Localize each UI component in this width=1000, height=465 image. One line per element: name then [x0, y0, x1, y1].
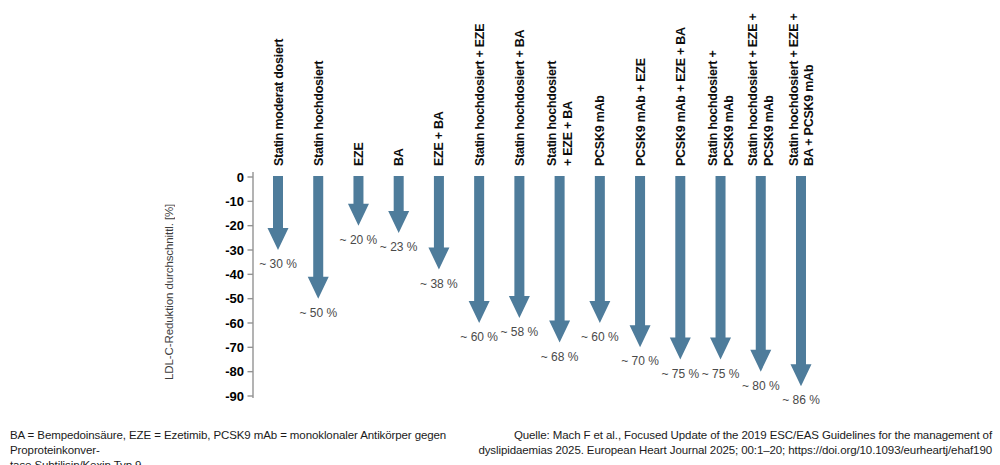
therapy-arrow — [388, 176, 409, 233]
category-label: Statin hochdosiert + BA — [513, 29, 527, 166]
y-tick-label: -80 — [225, 364, 244, 379]
value-label: ~ 60 % — [581, 330, 619, 344]
value-label: ~ 68 % — [541, 350, 579, 364]
category-label: EZE — [352, 142, 366, 166]
category-label: BA — [392, 148, 406, 166]
therapy-arrow — [428, 176, 449, 270]
therapy-arrow — [710, 176, 731, 360]
y-axis-title: LDL-C-Reduktion durchschnittl. [%] — [161, 186, 177, 398]
y-tick-label: -40 — [225, 267, 244, 282]
source-citation: Quelle: Mach F et al., Focused Update of… — [432, 428, 992, 458]
category-label: Statin hochdosiert — [312, 60, 326, 166]
y-tick-label: -10 — [225, 194, 244, 209]
y-tick-label: -70 — [225, 340, 244, 355]
y-tick-label: -90 — [225, 389, 244, 404]
category-label: PCSK9 mAb + EZE — [634, 58, 648, 166]
therapy-arrow — [790, 176, 811, 386]
therapy-arrow — [268, 176, 289, 250]
therapy-arrow — [589, 176, 610, 323]
category-label: Statin moderat dosiert — [272, 38, 286, 166]
value-label: ~ 80 % — [742, 379, 780, 393]
y-tick-label: -60 — [225, 316, 244, 331]
category-label: PCSK9 mAb + EZE + BA — [674, 27, 688, 166]
category-label: Statin hochdosiert +PCSK9 mAb — [706, 50, 736, 166]
value-label: ~ 60 % — [460, 330, 498, 344]
therapy-arrow — [308, 176, 329, 299]
therapy-arrow — [469, 176, 490, 323]
therapy-arrow — [750, 176, 771, 372]
value-label: ~ 38 % — [420, 277, 458, 291]
therapy-arrow — [630, 176, 651, 347]
value-label: ~ 20 % — [340, 233, 378, 247]
value-label: ~ 30 % — [259, 257, 297, 271]
category-label: PCSK9 mAb — [593, 95, 607, 166]
category-label: Statin hochdosiert + EZE +BA + PCSK9 mAb — [787, 13, 817, 166]
y-tick-label: -30 — [225, 243, 244, 258]
category-label: EZE + BA — [432, 111, 446, 166]
category-label: Statin hochdosiert + EZE +PCSK9 mAb — [746, 13, 776, 166]
ldl-reduction-chart: 0 -10 -20 -30 -40 -50 -60 -70 -80 -90 ~ 30 % Statin… — [0, 0, 1000, 465]
therapy-arrow — [348, 176, 369, 226]
value-label: ~ 86 % — [782, 393, 820, 407]
value-label: ~ 23 % — [380, 240, 418, 254]
y-tick-label: -20 — [225, 218, 244, 233]
ldl-reduction-infographic: 0 -10 -20 -30 -40 -50 -60 -70 -80 -90 ~ 30 % Statin… — [0, 0, 1000, 465]
y-tick-label: -50 — [225, 291, 244, 306]
value-label: ~ 58 % — [501, 325, 539, 339]
category-label: Statin hochdosiert+ EZE + BA — [545, 60, 575, 166]
category-label: Statin hochdosiert + EZE — [473, 24, 487, 166]
value-label: ~ 75 % — [661, 367, 699, 381]
value-label: ~ 50 % — [299, 306, 337, 320]
value-label: ~ 70 % — [621, 354, 659, 368]
therapy-arrow — [549, 176, 570, 343]
therapy-arrow — [670, 176, 691, 360]
therapy-arrow — [509, 176, 530, 318]
y-tick-label: 0 — [237, 170, 244, 185]
value-label: ~ 75 % — [702, 367, 740, 381]
